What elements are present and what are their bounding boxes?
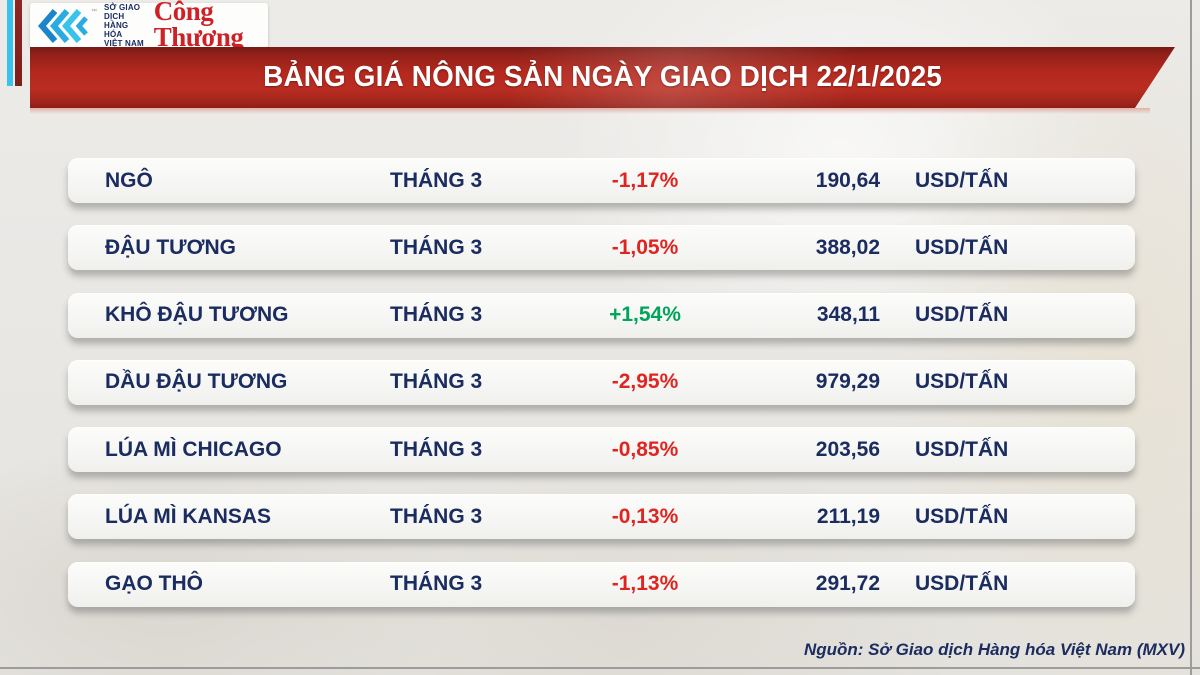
price-value: 291,72 (815, 572, 880, 596)
commodity-name: NGÔ (105, 168, 153, 192)
mxv-chevrons-icon (38, 8, 88, 43)
price-value: 979,29 (815, 370, 880, 394)
title-banner: BẢNG GIÁ NÔNG SẢN NGÀY GIAO DỊCH 22/1/20… (30, 47, 1175, 108)
price-value: 348,11 (816, 303, 880, 327)
commodity-name: LÚA MÌ KANSAS (105, 504, 272, 528)
table-row: GẠO THÔ THÁNG 3 -1,13% 291,72 USD/TẤN (68, 561, 1135, 607)
price-unit: USD/TẤN (915, 235, 1009, 259)
price-unit: USD/TẤN (915, 437, 1009, 461)
commodity-name: DẦU ĐẬU TƯƠNG (105, 370, 288, 394)
page-title: BẢNG GIÁ NÔNG SẢN NGÀY GIAO DỊCH 22/1/20… (263, 61, 942, 93)
contract-month: THÁNG 3 (390, 303, 483, 327)
percent-change: -2,95% (611, 370, 679, 394)
price-unit: USD/TẤN (915, 504, 1009, 528)
percent-change: -0,13% (611, 504, 679, 528)
price-table: NGÔ THÁNG 3 -1,17% 190,64 USD/TẤN ĐẬU TƯ… (68, 158, 1135, 629)
table-row: LÚA MÌ KANSAS THÁNG 3 -0,13% 211,19 USD/… (68, 494, 1135, 540)
frame-border-bottom (0, 667, 1200, 669)
table-row: DẦU ĐẬU TƯƠNG THÁNG 3 -2,95% 979,29 USD/… (68, 359, 1135, 405)
percent-change: -1,05% (611, 235, 679, 259)
contract-month: THÁNG 3 (390, 235, 483, 259)
commodity-name: KHÔ ĐẬU TƯƠNG (105, 303, 289, 327)
price-unit: USD/TẤN (915, 168, 1009, 192)
commodity-name: ĐẬU TƯƠNG (105, 235, 236, 259)
mxv-logo-text: SỞ GIAO DỊCH HÀNG HÓA VIỆT NAM (104, 3, 144, 48)
table-row: KHÔ ĐẬU TƯƠNG THÁNG 3 +1,54% 348,11 USD/… (68, 292, 1135, 338)
frame-border-right (1190, 0, 1192, 675)
price-unit: USD/TẤN (915, 303, 1009, 327)
banner-glow (30, 108, 1150, 114)
congthuong-wordmark: Công Thương (153, 0, 244, 52)
contract-month: THÁNG 3 (390, 572, 483, 596)
accent-bar-maroon (15, 0, 22, 86)
congthuong-logo: Công Thương (152, 0, 260, 54)
percent-change: -0,85% (611, 437, 679, 461)
price-value: 388,02 (815, 235, 880, 259)
mxv-trademark: ™ (91, 9, 97, 15)
percent-change: +1,54% (609, 303, 681, 327)
contract-month: THÁNG 3 (390, 370, 483, 394)
commodity-name: LÚA MÌ CHICAGO (105, 437, 282, 461)
price-value: 211,19 (816, 504, 880, 528)
table-row: NGÔ THÁNG 3 -1,17% 190,64 USD/TẤN (68, 158, 1135, 203)
percent-change: -1,13% (611, 572, 679, 596)
price-value: 190,64 (815, 168, 880, 192)
percent-change: -1,17% (611, 168, 679, 192)
contract-month: THÁNG 3 (390, 168, 483, 192)
logo-card: ™ SỞ GIAO DỊCH HÀNG HÓA VIỆT NAM Công Th… (30, 0, 268, 54)
table-row: LÚA MÌ CHICAGO THÁNG 3 -0,85% 203,56 USD… (68, 427, 1135, 473)
price-value: 203,56 (815, 437, 880, 461)
commodity-name: GẠO THÔ (105, 572, 203, 596)
price-unit: USD/TẤN (915, 572, 1009, 596)
source-credit: Nguồn: Sở Giao dịch Hàng hóa Việt Nam (M… (803, 640, 1185, 659)
table-row: ĐẬU TƯƠNG THÁNG 3 -1,05% 388,02 USD/TẤN (68, 225, 1135, 271)
contract-month: THÁNG 3 (390, 437, 483, 461)
accent-bar-cyan (7, 0, 13, 86)
price-unit: USD/TẤN (915, 370, 1009, 394)
contract-month: THÁNG 3 (390, 504, 483, 528)
